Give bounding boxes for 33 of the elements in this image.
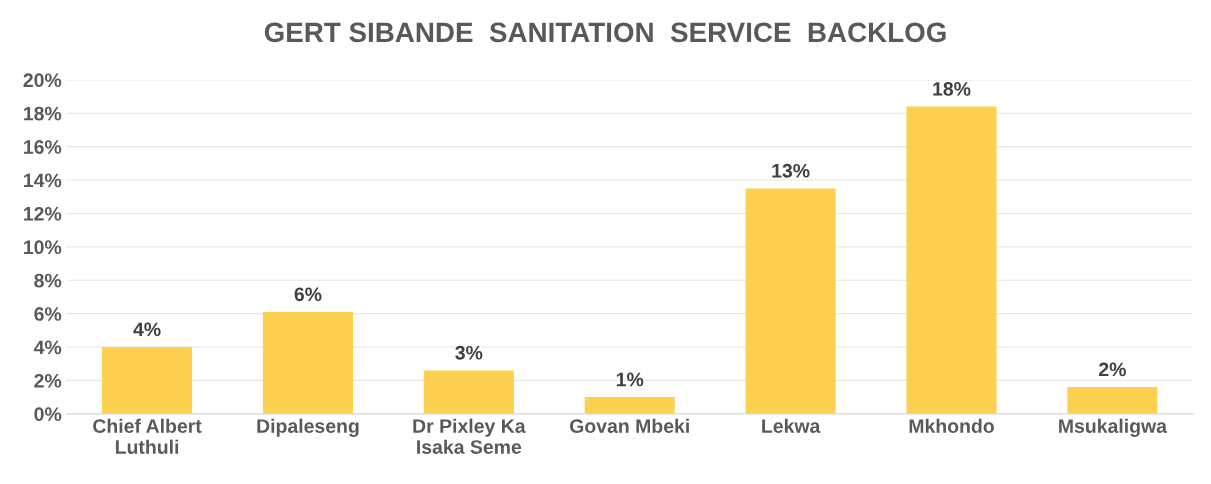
y-tick-label: 0% <box>34 407 62 422</box>
x-tick-label: Dipaleseng <box>257 418 359 437</box>
data-label: 6% <box>294 287 322 302</box>
data-label: 4% <box>133 322 161 337</box>
x-tick-label: Mkhondo <box>909 418 994 433</box>
y-tick-label: 4% <box>33 340 62 355</box>
y-tick-label: 14% <box>24 173 62 188</box>
bar <box>584 397 675 414</box>
chart-title: GERT SIBANDE SANITATION SERVICE BACKLOG <box>264 22 946 43</box>
y-tick-label: 10% <box>24 240 62 255</box>
x-tick-label: Chief Albert Luthuli <box>93 418 202 454</box>
data-label: 13% <box>772 163 810 178</box>
x-tick-label: Govan Mbeki <box>570 418 689 433</box>
data-label: 18% <box>933 82 971 96</box>
y-tick-label: 6% <box>34 307 62 321</box>
bar <box>102 347 193 414</box>
bar <box>1067 387 1158 414</box>
bar <box>262 311 353 414</box>
y-tick-label: 18% <box>24 106 62 121</box>
bar <box>906 106 997 414</box>
y-tick-label: 2% <box>34 373 62 388</box>
data-label: 2% <box>1099 362 1126 377</box>
y-tick-label: 8% <box>34 273 62 288</box>
y-tick-label: 20% <box>23 73 62 88</box>
y-tick-label: 12% <box>24 206 62 221</box>
bar <box>745 188 836 414</box>
y-tick-label: 16% <box>24 140 62 154</box>
data-label: 1% <box>616 372 644 387</box>
bar <box>423 370 514 414</box>
x-tick-label: Lekwa <box>762 418 821 433</box>
x-tick-label: Msukaligwa <box>1059 418 1168 437</box>
data-label: 3% <box>455 345 483 360</box>
x-tick-label: Dr Pixley Ka Isaka Seme <box>413 418 526 454</box>
